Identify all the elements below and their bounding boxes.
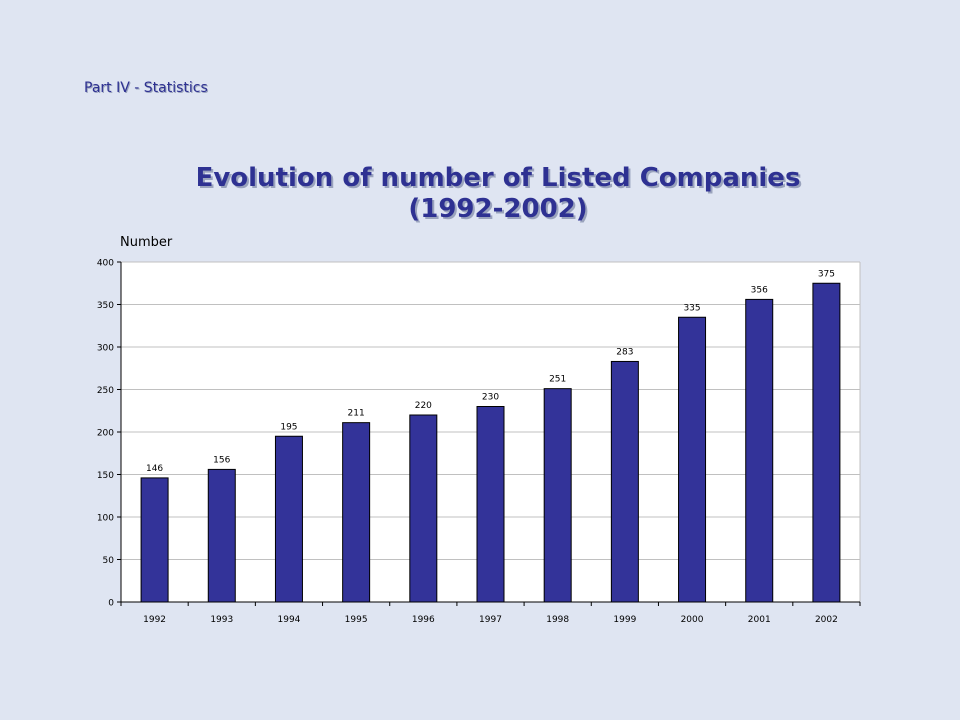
data-label-1997: 230 xyxy=(482,393,499,403)
y-tick-label: 100 xyxy=(97,514,114,524)
x-tick-label-1998: 1998 xyxy=(546,615,569,625)
y-tick-label: 400 xyxy=(97,259,114,269)
bar-1999 xyxy=(610,360,639,603)
x-tick-label-1994: 1994 xyxy=(278,615,301,625)
y-tick-label: 150 xyxy=(97,471,114,481)
data-label-1993: 156 xyxy=(213,455,230,465)
chart-title: Evolution of number of Listed Companies … xyxy=(0,163,960,225)
y-tick-label: 350 xyxy=(97,301,114,311)
bar-1992 xyxy=(140,477,169,603)
y-axis-label: Number xyxy=(120,235,173,250)
x-tick-label-1995: 1995 xyxy=(345,615,368,625)
data-label-2002: 375 xyxy=(818,269,835,279)
x-tick-labels: 1992 1993 1994 1995 1996 1997 1998 1999 2000 2001… xyxy=(143,615,838,625)
bar-2000 xyxy=(678,316,707,603)
section-label: Part IV - Statistics xyxy=(84,80,208,96)
x-tick-label-2001: 2001 xyxy=(748,615,771,625)
y-tick-label: 250 xyxy=(97,386,114,396)
axes xyxy=(117,261,861,606)
x-tick-label-1993: 1993 xyxy=(210,615,233,625)
data-label-2001: 356 xyxy=(751,285,768,295)
data-label-1995: 211 xyxy=(348,409,365,419)
chart-title-line-1: Evolution of number of Listed Companies xyxy=(195,163,801,193)
data-labels: 146 156 195 211 220 230 251 283 335 356 375 xyxy=(146,269,835,474)
x-tick-label-1999: 1999 xyxy=(613,615,636,625)
x-tick-label-2000: 2000 xyxy=(681,615,704,625)
data-label-1999: 283 xyxy=(616,347,633,357)
y-tick-labels: 0 50 100 150 200 250 300 350 400 xyxy=(97,259,114,609)
bar-1996 xyxy=(409,414,438,603)
bar-1994 xyxy=(274,435,303,603)
bars xyxy=(140,282,841,603)
data-label-1996: 220 xyxy=(415,401,432,411)
data-label-1994: 195 xyxy=(280,422,297,432)
x-tick-label-1996: 1996 xyxy=(412,615,435,625)
bar-1995 xyxy=(342,422,371,603)
x-tick-label-1992: 1992 xyxy=(143,615,166,625)
y-tick-label: 200 xyxy=(97,429,114,439)
y-tick-label: 300 xyxy=(97,344,114,354)
y-tick-label: 50 xyxy=(103,556,115,566)
chart-title-line-2: (1992-2002) xyxy=(408,194,588,224)
bar-1993 xyxy=(207,468,236,603)
bar-1998 xyxy=(543,388,572,603)
bar-1997 xyxy=(476,406,505,603)
data-label-2000: 335 xyxy=(683,303,700,313)
y-tick-label: 0 xyxy=(108,599,114,609)
x-tick-label-1997: 1997 xyxy=(479,615,502,625)
bar-2002 xyxy=(812,282,841,603)
data-label-1992: 146 xyxy=(146,464,163,474)
x-tick-label-2002: 2002 xyxy=(815,615,838,625)
bar-2001 xyxy=(745,298,774,603)
data-label-1998: 251 xyxy=(549,375,566,385)
